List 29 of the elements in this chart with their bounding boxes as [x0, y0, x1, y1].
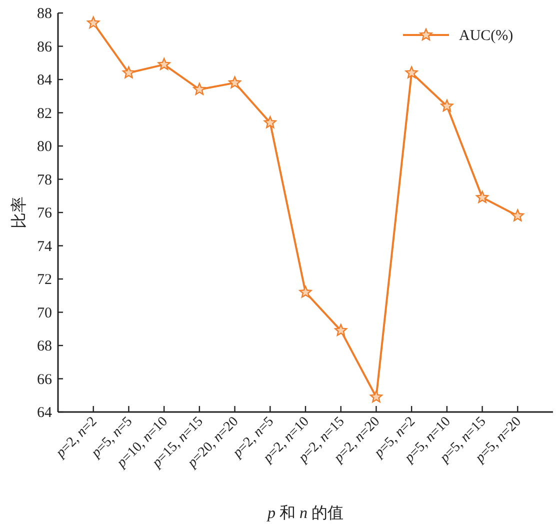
x-axis-title: p 和 n 的值: [266, 504, 344, 522]
point: [476, 190, 489, 203]
point: [440, 100, 454, 112]
y-tick-label: 88: [37, 6, 52, 22]
point: [228, 76, 242, 88]
y-tick-label: 74: [37, 238, 52, 255]
y-tick-label: 80: [37, 139, 52, 155]
point: [158, 58, 170, 70]
point: [87, 16, 100, 28]
y-tick-label: 76: [37, 206, 52, 222]
y-tick-label: 78: [37, 172, 52, 188]
point: [193, 82, 206, 95]
y-tick-label: 82: [37, 106, 52, 122]
point: [122, 66, 136, 78]
y-tick-label: 84: [37, 72, 52, 88]
point: [299, 286, 312, 298]
y-tick-label: 68: [37, 338, 52, 354]
y-tick-label: 64: [37, 405, 52, 421]
y-tick-label: 66: [37, 372, 52, 388]
point: [511, 209, 524, 222]
y-axis-title: 比率: [10, 196, 28, 228]
y-tick-label: 70: [37, 305, 52, 322]
point: [334, 324, 348, 336]
y-tick-label: 86: [37, 39, 52, 56]
y-tick-label: 72: [37, 272, 52, 288]
legend-label: AUC(%): [459, 28, 514, 44]
point: [264, 116, 276, 128]
point: [370, 390, 383, 402]
point: [405, 66, 418, 78]
